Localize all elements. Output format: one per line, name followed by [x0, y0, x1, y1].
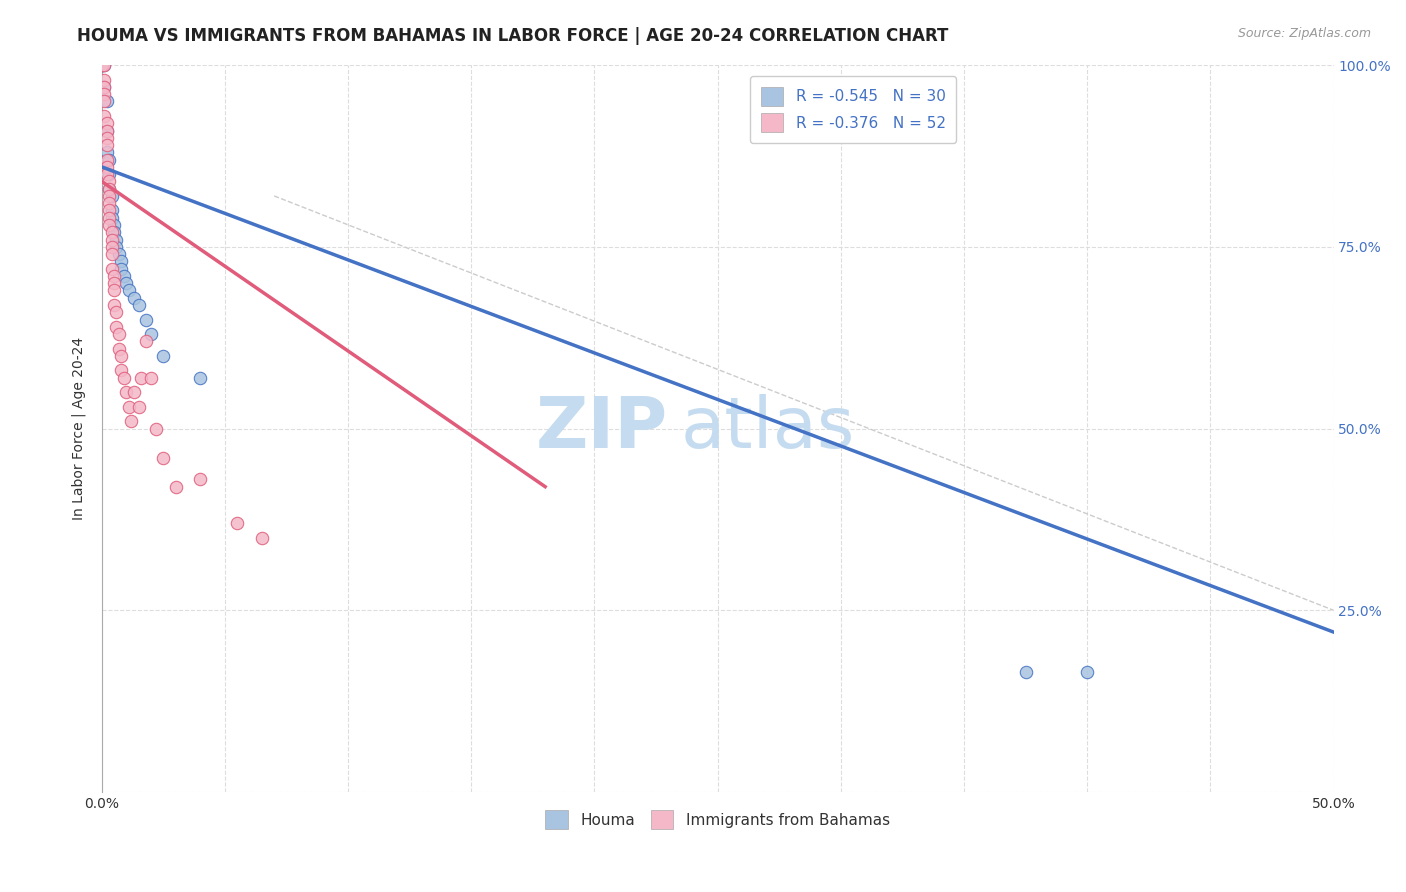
Point — [93, 109, 115, 123]
Point — [90, 58, 112, 72]
Point — [96, 123, 118, 137]
Point — [98, 196, 121, 211]
Point — [135, 334, 157, 349]
Point — [96, 116, 118, 130]
Point — [100, 247, 122, 261]
Y-axis label: In Labor Force | Age 20-24: In Labor Force | Age 20-24 — [72, 337, 86, 520]
Point — [118, 400, 141, 414]
Legend: Houma, Immigrants from Bahamas: Houma, Immigrants from Bahamas — [540, 805, 896, 835]
Point — [93, 87, 115, 102]
Point — [105, 233, 128, 247]
Point — [103, 268, 125, 283]
Point — [128, 400, 150, 414]
Text: HOUMA VS IMMIGRANTS FROM BAHAMAS IN LABOR FORCE | AGE 20-24 CORRELATION CHART: HOUMA VS IMMIGRANTS FROM BAHAMAS IN LABO… — [77, 27, 949, 45]
Point — [103, 225, 125, 239]
Point — [188, 370, 211, 384]
Point — [1014, 665, 1036, 679]
Point — [108, 247, 131, 261]
Point — [145, 421, 167, 435]
Point — [112, 370, 135, 384]
Point — [139, 370, 162, 384]
Point — [98, 182, 121, 196]
Point — [98, 167, 121, 181]
Point — [165, 480, 187, 494]
Point — [96, 130, 118, 145]
Point — [96, 160, 118, 174]
Point — [152, 450, 174, 465]
Point — [96, 145, 118, 160]
Point — [100, 225, 122, 239]
Point — [128, 298, 150, 312]
Point — [110, 261, 132, 276]
Point — [226, 516, 249, 530]
Point — [90, 58, 112, 72]
Point — [115, 276, 138, 290]
Point — [105, 319, 128, 334]
Text: ZIP: ZIP — [536, 394, 668, 463]
Point — [110, 363, 132, 377]
Point — [122, 385, 145, 400]
Point — [115, 385, 138, 400]
Point — [96, 153, 118, 167]
Point — [135, 312, 157, 326]
Point — [98, 211, 121, 225]
Point — [100, 203, 122, 218]
Point — [103, 218, 125, 232]
Point — [98, 218, 121, 232]
Point — [98, 174, 121, 188]
Point — [100, 261, 122, 276]
Point — [105, 305, 128, 319]
Point — [139, 326, 162, 341]
Point — [96, 167, 118, 181]
Point — [100, 233, 122, 247]
Point — [100, 189, 122, 203]
Point — [100, 240, 122, 254]
Point — [93, 79, 115, 94]
Point — [122, 291, 145, 305]
Point — [118, 284, 141, 298]
Point — [96, 95, 118, 109]
Point — [110, 349, 132, 363]
Point — [93, 72, 115, 87]
Point — [98, 203, 121, 218]
Point — [110, 254, 132, 268]
Point — [90, 58, 112, 72]
Point — [103, 276, 125, 290]
Point — [93, 79, 115, 94]
Point — [98, 189, 121, 203]
Point — [98, 182, 121, 196]
Point — [93, 58, 115, 72]
Point — [103, 284, 125, 298]
Point — [96, 123, 118, 137]
Point — [188, 472, 211, 486]
Point — [112, 268, 135, 283]
Point — [152, 349, 174, 363]
Point — [105, 240, 128, 254]
Text: atlas: atlas — [681, 394, 855, 463]
Point — [98, 153, 121, 167]
Point — [108, 326, 131, 341]
Point — [1076, 665, 1098, 679]
Point — [100, 211, 122, 225]
Point — [96, 138, 118, 153]
Point — [129, 370, 152, 384]
Point — [250, 531, 273, 545]
Point — [93, 58, 115, 72]
Point — [108, 342, 131, 356]
Point — [120, 414, 142, 428]
Point — [93, 95, 115, 109]
Text: Source: ZipAtlas.com: Source: ZipAtlas.com — [1237, 27, 1371, 40]
Point — [103, 298, 125, 312]
